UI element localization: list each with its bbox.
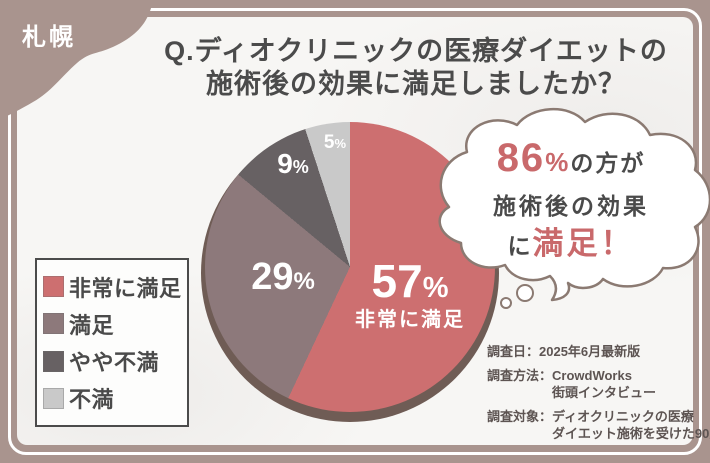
bubble-percent: 86 xyxy=(496,136,546,180)
corner-wave-shape xyxy=(0,0,153,119)
question-title-line1: Q.ディオクリニックの医療ダイエットの xyxy=(164,36,668,66)
legend-item-very-satisfied: 非常に満足 xyxy=(43,271,181,303)
question-title: Q.ディオクリニックの医療ダイエットの 施術後の効果に満足しましたか？ xyxy=(138,35,694,102)
frame-pinstripe xyxy=(8,8,702,455)
question-title-line2: 施術後の効果に満足しましたか？ xyxy=(206,69,626,100)
legend-swatch-satisfied xyxy=(43,313,64,335)
city-badge: 札幌 xyxy=(22,24,76,51)
survey-method-row: 調査方法： CrowdWorks 街頭インタビュー xyxy=(487,367,657,400)
survey-info: 調査日： 2025年6月最新版 調査方法： CrowdWorks 街頭インタビュ… xyxy=(487,344,710,449)
pie-slice-label-very-satisfied: 57% 非常に満足 xyxy=(355,255,465,331)
legend-item-somewhat-dissatisfied: やや不満 xyxy=(43,345,181,377)
pie-slice-label-dissatisfied: 5% xyxy=(323,132,347,153)
survey-date-row: 調査日： 2025年6月最新版 xyxy=(487,344,641,359)
pie-slice-label-satisfied: 29% xyxy=(251,256,315,298)
legend-swatch-very-satisfied xyxy=(43,276,64,298)
survey-target-row: 調査対象： ディオクリニックの医療 ダイエット施術を受けた90人 xyxy=(487,408,710,441)
legend-item-satisfied: 満足 xyxy=(43,308,181,340)
pie-legend: 非常に満足 満足 やや不満 不満 xyxy=(35,258,189,427)
legend-swatch-dissatisfied xyxy=(43,387,64,409)
legend-swatch-somewhat-dissatisfied xyxy=(43,350,64,372)
pie-slice-label-somewhat-dissatisfied: 9% xyxy=(277,148,309,179)
bubble-highlight: 満足！ xyxy=(532,226,635,261)
legend-item-dissatisfied: 不満 xyxy=(43,382,181,414)
speech-bubble-text: 86%の方が 施術後の効果 に満足！ xyxy=(493,136,649,261)
